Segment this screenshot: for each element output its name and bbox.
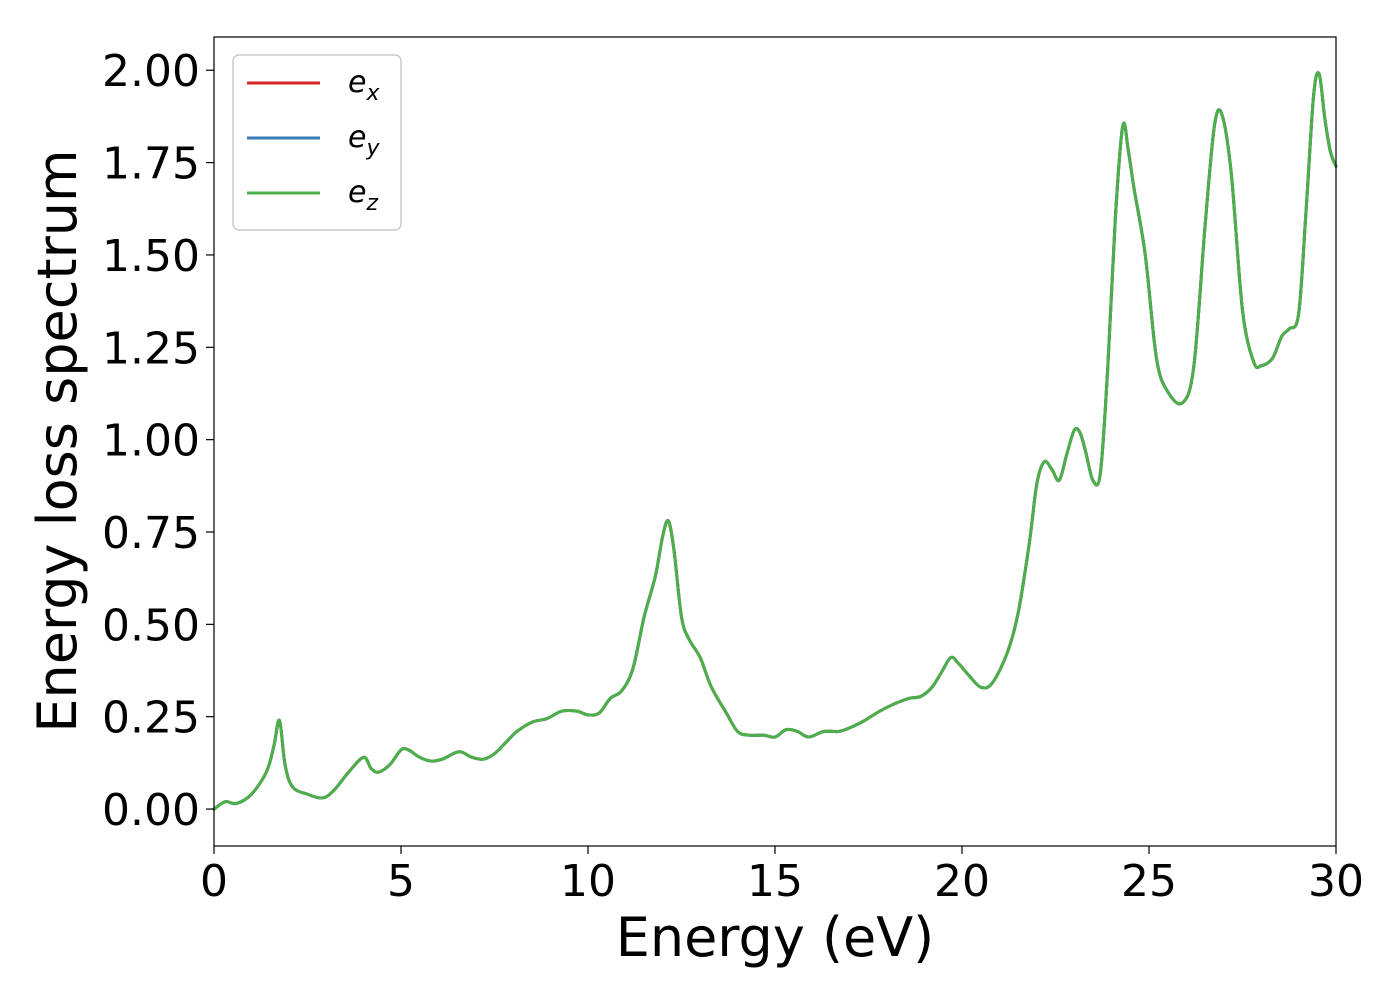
legend-frame — [232, 54, 402, 231]
y-axis: 0.00 0.25 0.50 0.75 1.00 1.25 1.50 1.75 2.00 — [102, 46, 214, 836]
y-tick-label: 1.50 — [102, 231, 200, 282]
x-tick-label: 10 — [560, 856, 616, 907]
series-line-e-z — [212, 71, 1338, 811]
legend-label-ey: ey — [348, 120, 380, 161]
legend-label-ez: ez — [348, 175, 378, 216]
y-tick-label: 0.50 — [102, 600, 200, 651]
y-tick-label: 1.75 — [102, 139, 200, 190]
x-tick-label: 0 — [200, 856, 228, 907]
y-tick-label: 1.25 — [102, 323, 200, 374]
y-tick-label: 1.00 — [102, 416, 200, 467]
y-tick-label: 0.75 — [102, 508, 200, 559]
y-tick-label: 2.00 — [102, 46, 200, 97]
y-tick-label: 0.00 — [102, 785, 200, 836]
x-axis: 0 5 10 15 20 25 30 — [200, 846, 1364, 907]
series-layer — [212, 71, 1338, 811]
x-axis-label: Energy (eV) — [616, 906, 935, 969]
x-tick-label: 15 — [747, 856, 803, 907]
y-tick-label: 0.25 — [102, 693, 200, 744]
x-tick-label: 30 — [1308, 856, 1364, 907]
x-tick-label: 5 — [387, 856, 415, 907]
y-axis-label: Energy loss spectrum — [26, 149, 89, 732]
x-tick-label: 20 — [934, 856, 990, 907]
x-tick-label: 25 — [1121, 856, 1177, 907]
